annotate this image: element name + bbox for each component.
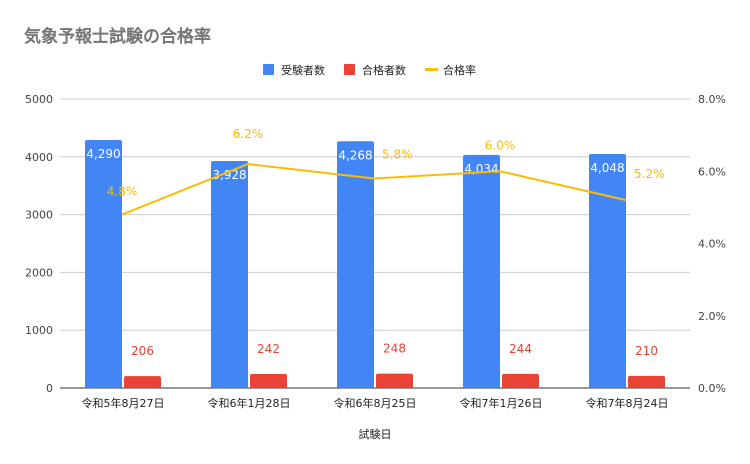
data-label: 242 [257, 342, 280, 356]
data-label: 4,290 [86, 147, 120, 161]
data-label: 5.2% [634, 167, 665, 181]
bar-受験者数 [589, 154, 626, 388]
data-label: 210 [635, 344, 658, 358]
legend-label: 受験者数 [281, 63, 325, 77]
data-label: 244 [509, 342, 532, 356]
bar-合格者数 [628, 375, 665, 388]
bar-合格者数 [502, 373, 539, 388]
data-label: 4,268 [338, 148, 372, 162]
data-label: 5.8% [382, 147, 413, 161]
x-tick: 令和7年8月24日 [586, 396, 669, 410]
data-label: 4,048 [590, 161, 624, 175]
data-label: 6.0% [485, 138, 516, 152]
x-tick: 令和5年8月27日 [82, 396, 165, 410]
legend-label: 合格者数 [362, 63, 406, 77]
chart-title: 気象予報士試験の合格率 [24, 27, 211, 47]
data-label: 248 [383, 342, 406, 356]
x-tick: 令和6年1月28日 [208, 396, 291, 410]
line-合格率 [121, 163, 627, 216]
y-tick-right: 2.0% [698, 310, 726, 323]
data-label: 3,928 [212, 168, 246, 182]
x-tick: 令和6年8月25日 [334, 396, 417, 410]
bar-合格者数 [250, 374, 287, 388]
y-tick-left: 2000 [25, 266, 53, 279]
bar-受験者数 [463, 154, 500, 388]
y-tick-left: 1000 [25, 324, 53, 337]
bar-合格者数 [376, 373, 413, 388]
y-tick-left: 0 [46, 382, 53, 395]
y-tick-left: 4000 [25, 151, 53, 164]
x-axis-label: 試験日 [359, 427, 392, 441]
legend-label: 合格率 [443, 63, 476, 77]
bar-受験者数 [211, 160, 248, 388]
y-tick-left: 5000 [25, 93, 53, 106]
data-label: 6.2% [233, 127, 264, 141]
y-tick-right: 0.0% [698, 382, 726, 395]
bar-受験者数 [85, 140, 122, 388]
legend-swatch [425, 68, 438, 71]
legend-swatch [263, 64, 274, 75]
y-tick-right: 8.0% [698, 93, 726, 106]
bar-受験者数 [337, 141, 374, 388]
bar-合格者数 [124, 376, 161, 388]
y-tick-right: 4.0% [698, 238, 726, 251]
x-tick: 令和7年1月26日 [460, 396, 543, 410]
legend-swatch [344, 64, 355, 75]
data-label: 4.8% [107, 185, 138, 199]
y-tick-left: 3000 [25, 209, 53, 222]
data-label: 206 [131, 344, 154, 358]
y-tick-right: 6.0% [698, 165, 726, 178]
